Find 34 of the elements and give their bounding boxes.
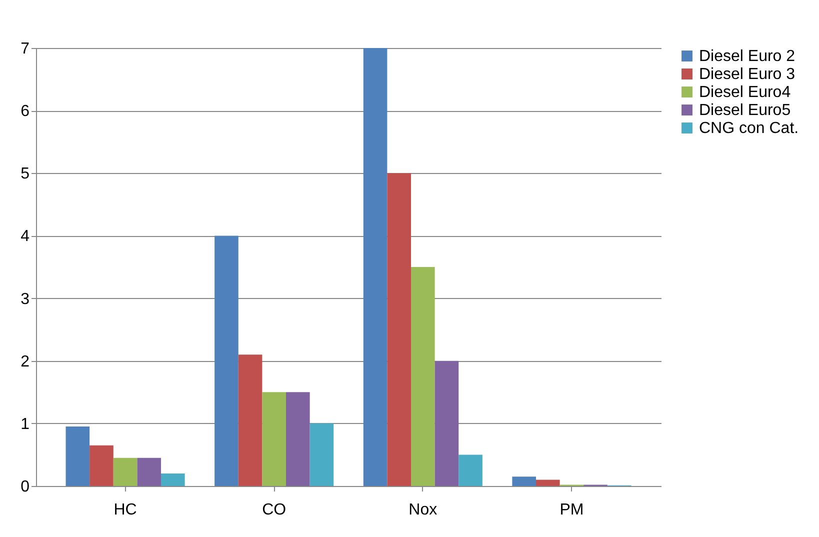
bar bbox=[411, 267, 435, 486]
y-tick-label: 5 bbox=[20, 166, 30, 183]
bar bbox=[310, 423, 334, 486]
y-tick-label: 2 bbox=[20, 353, 30, 370]
bar bbox=[262, 392, 286, 486]
bar bbox=[286, 392, 310, 486]
y-tick-label: 7 bbox=[20, 40, 30, 58]
bar bbox=[458, 454, 482, 486]
y-tick-label: 0 bbox=[20, 478, 30, 496]
y-tick-label: 3 bbox=[20, 290, 30, 308]
bar bbox=[113, 458, 138, 486]
x-tick-label: PM bbox=[560, 502, 584, 518]
bar bbox=[434, 360, 459, 486]
x-tick-label: CO bbox=[262, 502, 286, 518]
bar bbox=[137, 458, 161, 486]
legend-label: Diesel Euro5 bbox=[699, 102, 791, 119]
bar bbox=[66, 426, 90, 486]
bar bbox=[512, 476, 536, 486]
bar bbox=[536, 480, 560, 486]
legend-label: CNG con Cat. bbox=[699, 120, 799, 137]
bar bbox=[363, 48, 388, 486]
bar bbox=[214, 236, 238, 486]
x-tick-label: Nox bbox=[408, 502, 438, 518]
y-tick-label: 4 bbox=[20, 228, 30, 246]
bar bbox=[161, 473, 185, 486]
bar bbox=[387, 173, 411, 486]
x-tick-label: HC bbox=[114, 502, 137, 518]
y-tick-label: 1 bbox=[20, 416, 30, 433]
bar bbox=[238, 354, 262, 486]
legend-label: Diesel Euro4 bbox=[699, 84, 791, 101]
bar bbox=[90, 445, 114, 486]
legend-label: Diesel Euro 2 bbox=[699, 48, 796, 65]
y-tick-label: 6 bbox=[20, 103, 30, 120]
legend-label: Diesel Euro 3 bbox=[699, 66, 796, 83]
